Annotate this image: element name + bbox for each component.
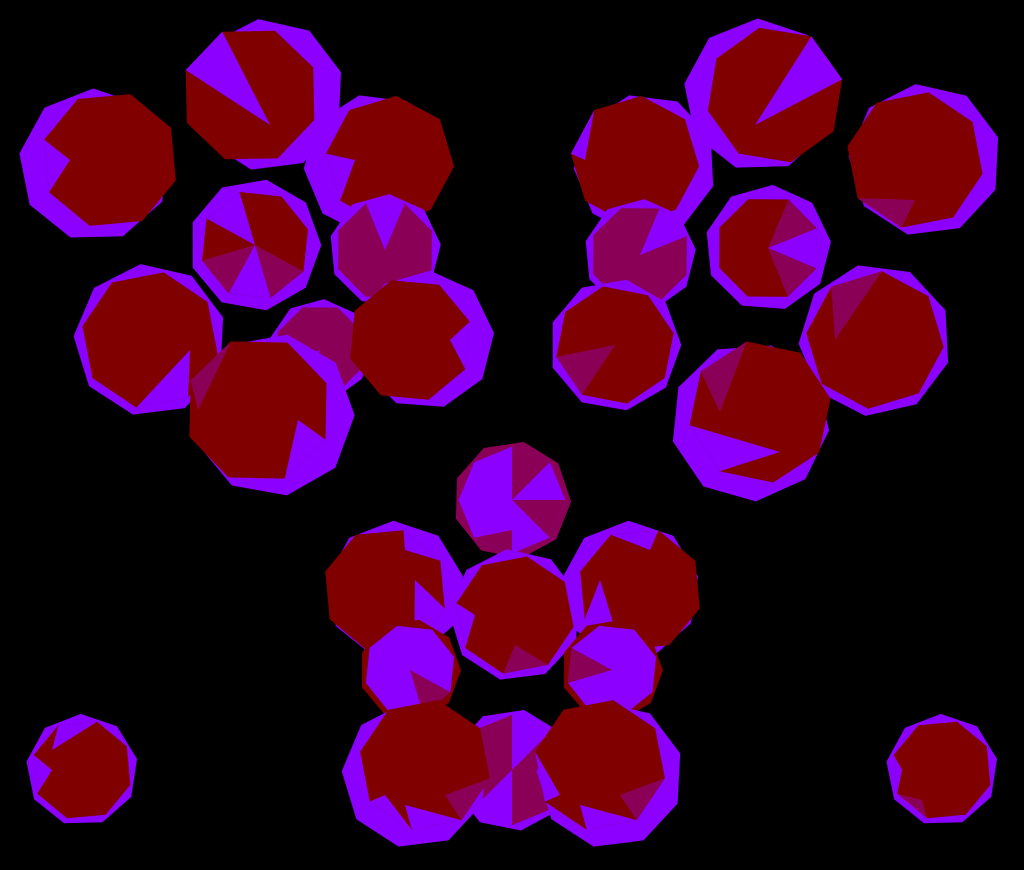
polyhedron-bc-4: [448, 549, 579, 680]
polyhedron-bc-1: [455, 442, 572, 559]
polyhedron-facet: [768, 228, 817, 269]
polyhedron-facet: [456, 603, 475, 648]
polyhedron-facet: [44, 139, 70, 193]
polyhedron-facet: [284, 420, 326, 479]
polyhedron-facet: [255, 245, 304, 298]
polyhedron-facet: [512, 500, 566, 538]
polyhedron-facet: [405, 805, 462, 830]
polyhedron-bc-6: [564, 619, 663, 721]
polyhedron-facet: [640, 208, 687, 255]
polyhedron-facet: [366, 203, 405, 250]
polyhedron-tr-7: [552, 279, 682, 411]
polyhedron-facet: [33, 755, 52, 794]
polyhedron-facet: [228, 245, 271, 298]
polyhedron-tl-3: [303, 95, 455, 236]
polyhedron-main-face: [847, 92, 983, 228]
polyhedron-facet: [369, 795, 412, 830]
polyhedron-facet: [185, 31, 270, 125]
polyhedron-facet: [700, 341, 747, 412]
polyhedron-facet: [768, 248, 817, 297]
polyhedron-main-face: [570, 95, 700, 225]
polyhedron-main-face: [189, 341, 327, 479]
polyhedron-tr-2: [847, 84, 999, 235]
polyhedron-facet: [410, 670, 451, 715]
solids-group: [19, 18, 999, 847]
polyhedron-facet: [503, 645, 548, 674]
polyhedron-facet: [567, 647, 612, 683]
polyhedron-facet: [580, 805, 637, 830]
polyhedron-main-face: [325, 95, 455, 225]
polyhedron-corner-left: [26, 713, 137, 824]
polyhedron-tl-4: [192, 179, 322, 311]
polyhedron-main-face: [44, 94, 176, 226]
polyhedron-facet: [535, 751, 560, 802]
polyhedron-tl-2: [19, 88, 176, 238]
polyhedron-facet: [556, 345, 615, 395]
polyhedron-bc-3: [561, 520, 700, 656]
polyhedron-bc-9: [535, 700, 681, 847]
polyhedron-facet: [755, 36, 843, 125]
polyhedron-facet: [472, 770, 512, 826]
polyhedron-main-face: [456, 556, 574, 674]
polyhedron-tr-1: [684, 18, 843, 168]
polyhedron-facet: [450, 321, 470, 370]
polyhedron-facet: [325, 153, 355, 201]
polyhedron-facet: [768, 199, 817, 248]
polyhedron-facet: [857, 198, 915, 228]
polyhedron-bc-5: [362, 619, 461, 721]
polyhedron-facet: [570, 110, 595, 160]
polyhedron-tr-5: [585, 199, 696, 309]
polyhedron-main-face: [350, 280, 470, 400]
polyhedron-bc-2: [325, 520, 463, 656]
polyhedron-facet: [620, 778, 665, 821]
polyhedron-corner-right: [886, 713, 997, 824]
polyhedron-tr-4: [706, 184, 831, 309]
polyhedron-tr-6: [798, 265, 949, 416]
polyhedron-facet: [512, 714, 552, 770]
polyhedron-facet: [403, 530, 441, 561]
polyhedron-facet: [202, 245, 255, 294]
polyhedron-facet: [474, 530, 512, 554]
polyhedron-facet: [206, 192, 255, 245]
polyhedron-facet: [831, 271, 882, 340]
polyhedron-facet: [610, 530, 659, 550]
polyhedron-facet: [190, 341, 232, 410]
polyhedron-tr-8: [672, 341, 831, 502]
polyhedron-facet: [897, 793, 927, 819]
polyhedron-facet: [512, 446, 550, 500]
polyhedron-tr-3: [570, 95, 714, 236]
polyhedron-bc-8: [341, 700, 490, 847]
polyhedron-tl-9: [189, 334, 355, 496]
polyhedron-facet: [136, 350, 190, 408]
polyhedron-facet: [689, 425, 780, 472]
polyhedron-main-face: [893, 721, 991, 819]
polyhedron-facet: [52, 721, 97, 750]
polyhedron-tl-6: [73, 264, 224, 415]
polyhedron-facet: [445, 778, 490, 821]
polyhedron-tl-1: [185, 19, 341, 170]
polyhedron-facet: [893, 755, 902, 794]
polyhedron-tl-8: [350, 270, 494, 407]
